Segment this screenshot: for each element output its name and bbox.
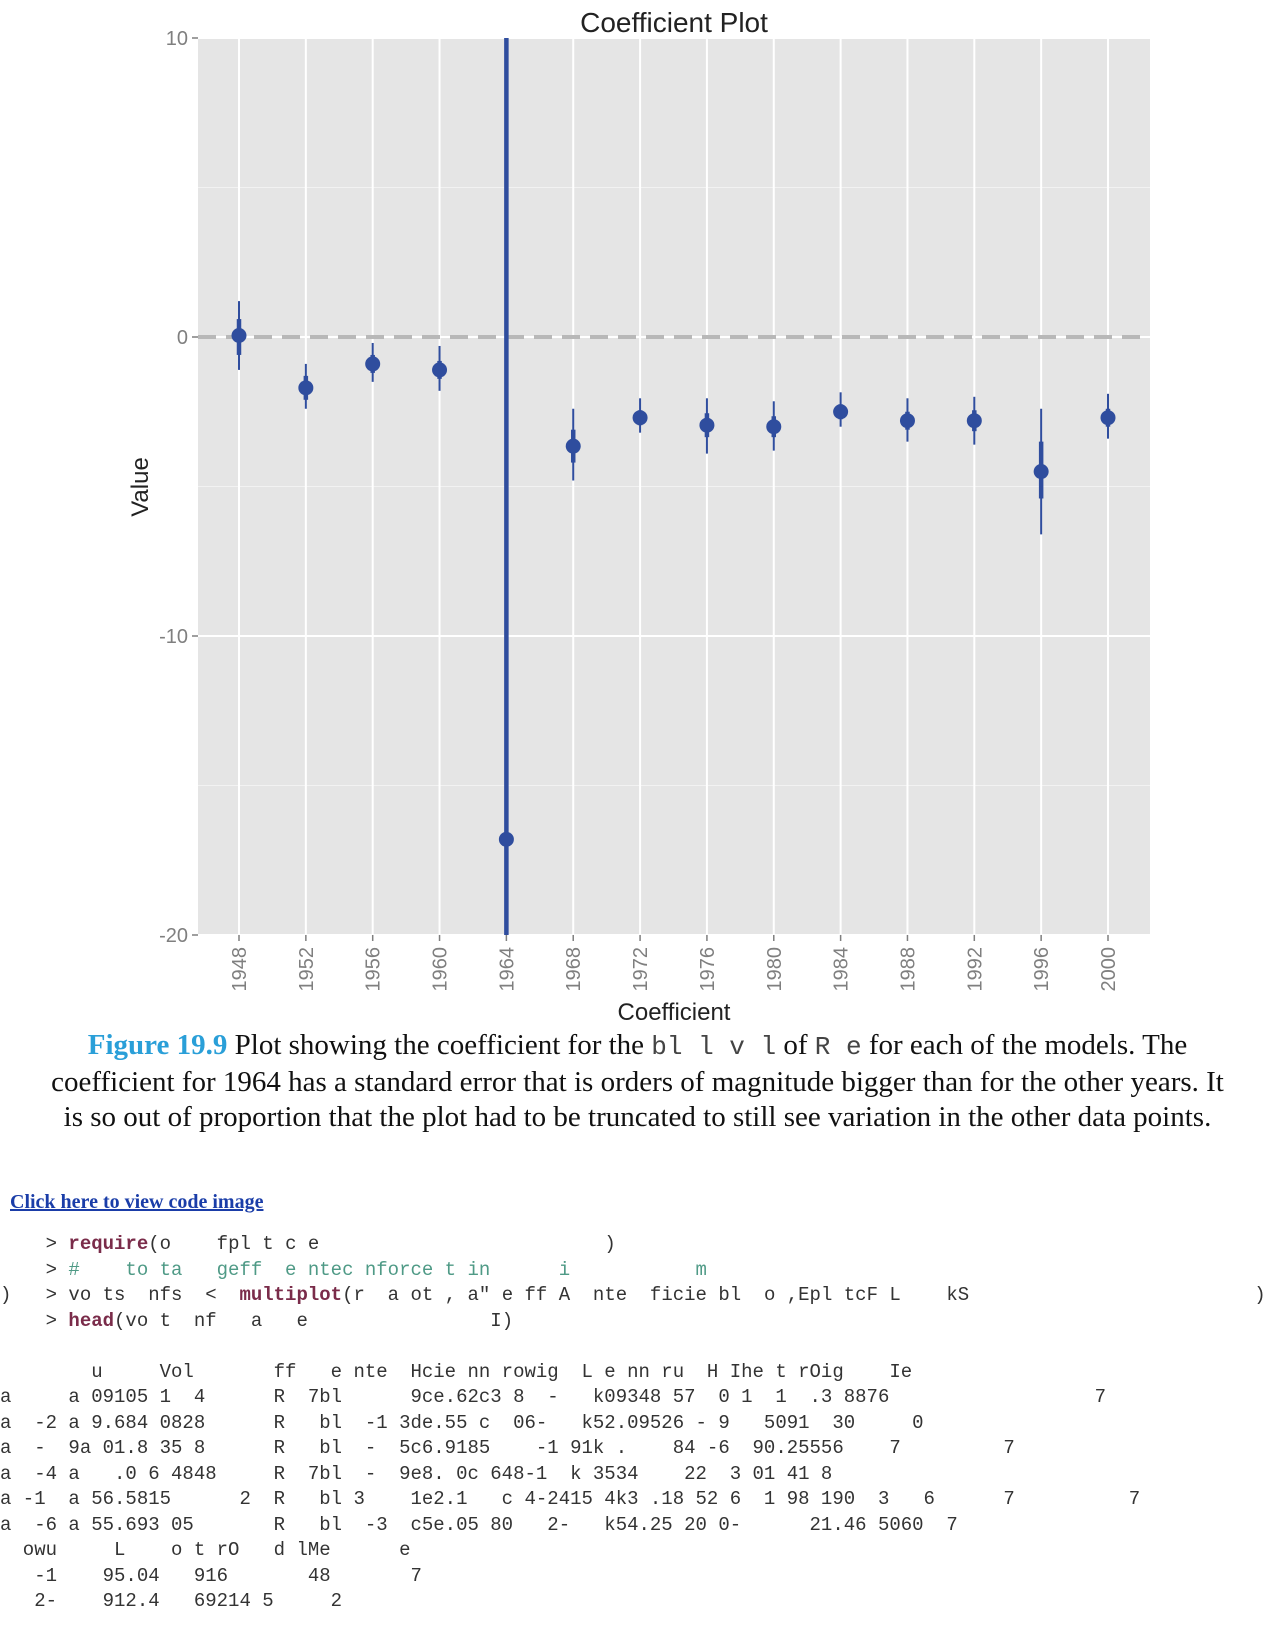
- code-text: (vo t nf a e I): [114, 1309, 514, 1332]
- x-tick-label: 1984: [831, 947, 853, 992]
- code-text: -1 95.04 916 48 7: [0, 1564, 422, 1587]
- code-text: a -6 a 55.693 05 R bl -3 c5e.05 80 2- k5…: [0, 1513, 958, 1536]
- x-tick-label: 1952: [296, 947, 318, 992]
- code-line: ) > vo ts nfs < multiplot(r a ot , a" e …: [0, 1283, 1275, 1309]
- x-tick-label: 1988: [897, 947, 919, 992]
- code-text: a - 9a 01.8 35 8 R bl - 5c6.9185 -1 91k …: [0, 1437, 1015, 1459]
- x-tick-label: 1968: [563, 947, 585, 992]
- code-function: head: [68, 1309, 115, 1332]
- coefficient-point: [699, 417, 715, 433]
- code-text: a a 09105 1 4 R 7bl 9ce.62c3 8 - k09348 …: [0, 1386, 1106, 1408]
- y-axis-label: Value: [127, 457, 154, 517]
- coefficient-point: [231, 328, 247, 344]
- figure-label: Figure 19.9: [87, 1029, 228, 1061]
- code-line: a -2 a 9.684 0828 R bl -1 3de.55 c 06- k…: [0, 1411, 1275, 1437]
- code-line: u Vol ff e nte Hcie nn rowig L e nn ru H…: [0, 1360, 1275, 1386]
- code-text: >: [0, 1258, 69, 1281]
- code-text: (o fpl t c e ): [148, 1233, 616, 1255]
- code-comment: # to ta geff e ntec nforce t in i m: [68, 1258, 707, 1281]
- code-line: a -6 a 55.693 05 R bl -3 c5e.05 80 2- k5…: [0, 1513, 1275, 1539]
- coefficient-point: [1100, 410, 1116, 426]
- code-line: > require(o fpl t c e ): [0, 1232, 1275, 1258]
- code-text: a -4 a .0 6 4848 R 7bl - 9e8. 0c 648-1 k…: [0, 1462, 833, 1485]
- code-text: ) > vo ts nfs <: [0, 1284, 240, 1306]
- y-tick-label: 0: [177, 327, 188, 349]
- coefficient-point: [565, 438, 581, 454]
- code-text: owu L o t rO d lMe e: [0, 1539, 411, 1561]
- coefficient-point: [966, 413, 982, 429]
- code-listing: > require(o fpl t c e ) > # to ta geff e…: [0, 1232, 1275, 1632]
- code-line: a -1 a 56.5815 2 R bl 3 1e2.1 c 4-2415 4…: [0, 1487, 1275, 1513]
- coefficient-point: [432, 362, 448, 378]
- chart-title: Coefficient Plot: [580, 7, 768, 38]
- y-tick-label: 10: [166, 28, 188, 50]
- code-line: -1 95.04 916 48 7: [0, 1564, 1275, 1590]
- code-text: >: [0, 1233, 69, 1255]
- coefficient-point: [298, 380, 314, 396]
- view-code-image-link[interactable]: Click here to view code image: [10, 1191, 264, 1213]
- code-function: require: [68, 1233, 149, 1255]
- code-function: multiplot: [239, 1284, 343, 1306]
- code-line: 2- 912.4 69214 5 2: [0, 1589, 1275, 1615]
- code-text: a -1 a 56.5815 2 R bl 3 1e2.1 c 4-2415 4…: [0, 1488, 1141, 1510]
- coefficient-point: [632, 410, 648, 426]
- coefficient-chart: 10 0 -10 -20 1948 1952 1956 1960 1964 1968 1972 197…: [127, 7, 1150, 1026]
- code-line: a - 9a 01.8 35 8 R bl - 5c6.9185 -1 91k …: [0, 1436, 1275, 1462]
- code-line: owu L o t rO d lMe e: [0, 1538, 1275, 1564]
- coefficient-point: [365, 356, 381, 372]
- x-tick-label: 1976: [697, 947, 719, 992]
- code-text: 2- 912.4 69214 5 2: [0, 1590, 343, 1612]
- x-tick-label: 1964: [496, 947, 518, 992]
- code-text: (r a ot , a" e ff A nte ficie bl o ,Epl …: [342, 1284, 1266, 1306]
- caption-code-2: R e: [814, 1032, 862, 1062]
- code-text: u Vol ff e nte Hcie nn rowig L e nn ru H…: [0, 1360, 913, 1383]
- coefficient-point: [766, 419, 782, 435]
- coefficient-point: [899, 413, 915, 429]
- coefficient-point: [1033, 464, 1049, 480]
- code-line: a a 09105 1 4 R 7bl 9ce.62c3 8 - k09348 …: [0, 1385, 1275, 1411]
- code-line: > # to ta geff e ntec nforce t in i m: [0, 1258, 1275, 1284]
- caption-text-1: Plot showing the coefficient for the: [227, 1029, 652, 1061]
- figure-caption: Figure 19.9 Plot showing the coefficient…: [40, 1028, 1235, 1135]
- caption-text-3: for each of the models. The coefficient …: [51, 1029, 1224, 1133]
- caption-code-1: bl l v l: [651, 1032, 777, 1062]
- coefficient-plot-svg: 10 0 -10 -20 1948 1952 1956 1960 1964 1968 1972 197…: [127, 7, 1150, 1026]
- code-line: > head(vo t nf a e I): [0, 1309, 1275, 1335]
- x-tick-label: 1980: [764, 947, 786, 992]
- y-tick-label: -20: [159, 925, 188, 947]
- coefficient-point: [498, 831, 514, 847]
- y-tick-label: -10: [159, 626, 188, 648]
- x-tick-label: 1996: [1031, 947, 1053, 992]
- x-tick-label: 1972: [630, 947, 652, 992]
- coefficient-point: [833, 404, 849, 420]
- code-line: a -4 a .0 6 4848 R 7bl - 9e8. 0c 648-1 k…: [0, 1462, 1275, 1488]
- x-tick-label: 1956: [363, 947, 385, 992]
- code-text: a -2 a 9.684 0828 R bl -1 3de.55 c 06- k…: [0, 1411, 924, 1434]
- code-line: [0, 1334, 1275, 1360]
- code-text: >: [0, 1309, 69, 1332]
- x-tick-label: 1948: [229, 947, 251, 992]
- caption-text-2: of: [776, 1029, 815, 1061]
- x-tick-label: 1992: [964, 947, 986, 992]
- x-axis-label: Coefficient: [618, 999, 731, 1026]
- x-tick-label: 2000: [1098, 947, 1120, 992]
- x-tick-label: 1960: [430, 947, 452, 992]
